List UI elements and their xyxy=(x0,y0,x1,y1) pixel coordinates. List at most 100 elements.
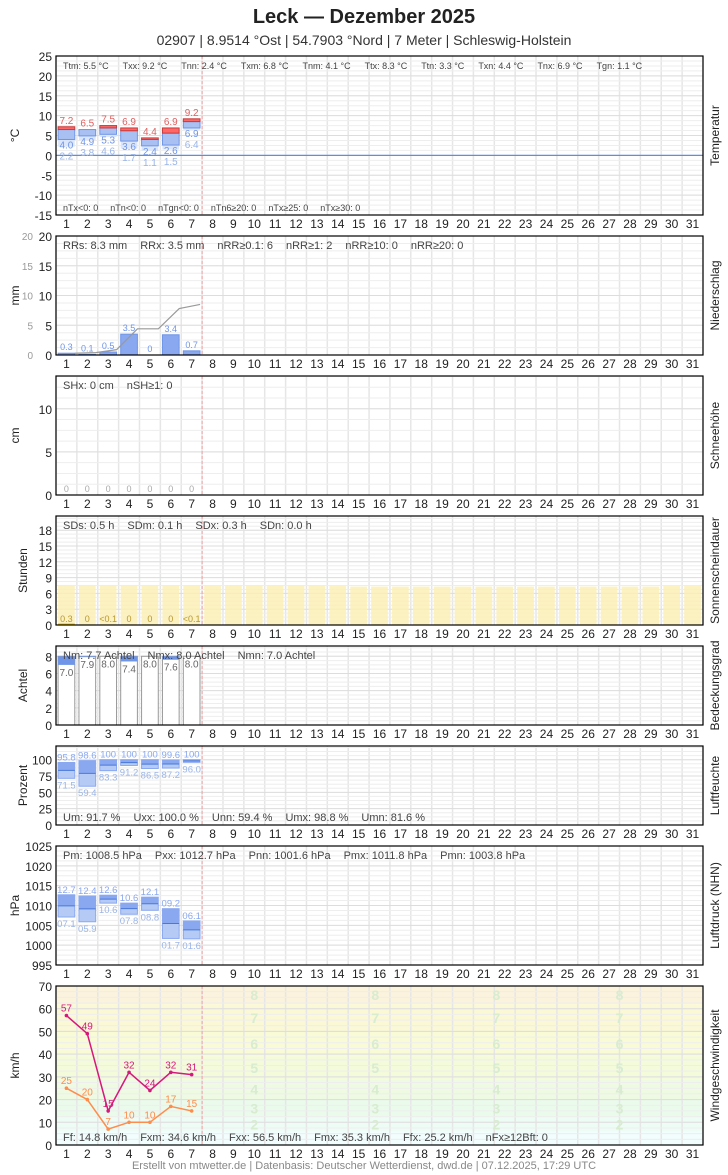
stats-text: Unn: 59.4 % xyxy=(212,812,273,824)
day-label: 20 xyxy=(456,827,470,841)
day-label: 19 xyxy=(435,1147,449,1161)
day-label: 6 xyxy=(167,1147,174,1161)
day-label: 13 xyxy=(310,627,324,641)
stats-text-bottom: nTx<0: 0 xyxy=(63,203,98,213)
day-label: 23 xyxy=(519,827,533,841)
beaufort-band xyxy=(56,1099,703,1118)
y-axis-label: mm xyxy=(8,286,22,306)
secondary-tick-label: 20 xyxy=(22,232,34,243)
possible-sunshine-bar xyxy=(78,584,96,625)
day-label: 17 xyxy=(394,827,408,841)
day-label: 27 xyxy=(602,827,616,841)
y-tick-label: 8 xyxy=(45,650,52,664)
day-label: 26 xyxy=(582,217,596,231)
y-tick-label: 5 xyxy=(45,319,52,333)
side-label: Temperatur xyxy=(708,105,722,166)
beaufort-label: 7 xyxy=(250,1010,258,1026)
stats-text-bottom: nTn<0: 0 xyxy=(110,203,146,213)
panel-cloud: 7.07.9 8.0 7.4 8.0 7.6 8.0Nm: 7.7 Achtel Nmx: … xyxy=(16,640,722,741)
day-label: 1 xyxy=(63,727,70,741)
y-tick-label: 0 xyxy=(45,1139,52,1153)
sunshine-bar xyxy=(58,623,75,625)
day-label: 13 xyxy=(310,827,324,841)
day-label: 13 xyxy=(310,497,324,511)
cloud-label: 7.9 xyxy=(80,660,94,671)
sunshine-label: 0 xyxy=(168,614,173,624)
y-axis-label: Prozent xyxy=(16,764,30,806)
day-label: 2 xyxy=(84,357,91,371)
day-label: 16 xyxy=(373,1147,387,1161)
beaufort-label: 2 xyxy=(250,1117,258,1133)
precip-label: 0 xyxy=(147,344,152,354)
min-label: 86.5 xyxy=(141,771,160,782)
stats-text: SDm: 0.1 h xyxy=(127,520,182,532)
day-label: 8 xyxy=(209,827,216,841)
wind-label-Ff: 7 xyxy=(105,1117,111,1128)
stats-text: RRx: 3.5 mm xyxy=(140,240,204,252)
y-tick-label: 1010 xyxy=(25,900,52,914)
day-label: 23 xyxy=(519,497,533,511)
stats-text: Tnn: 2.4 °C xyxy=(181,61,227,71)
beaufort-label: 6 xyxy=(616,1036,624,1052)
beaufort-label: 4 xyxy=(616,1081,624,1097)
plot-frame xyxy=(55,645,704,726)
day-label: 11 xyxy=(269,627,282,641)
day-label: 18 xyxy=(415,727,429,741)
temp-min-bar xyxy=(78,135,96,141)
beaufort-label: 6 xyxy=(492,1036,500,1052)
temp-min-bar xyxy=(141,145,159,152)
possible-sunshine-bar xyxy=(308,585,326,625)
temp-mean-bar xyxy=(78,129,97,137)
day-label: 21 xyxy=(477,217,491,231)
min-label: 05.9 xyxy=(78,924,97,935)
stats-text: SDn: 0.0 h xyxy=(260,520,312,532)
day-label: 12 xyxy=(289,727,303,741)
beaufort-band xyxy=(56,1031,703,1057)
possible-sunshine-bar xyxy=(642,586,660,625)
day-label: 4 xyxy=(126,967,133,981)
upper-range-bar xyxy=(58,762,75,771)
day-label: 25 xyxy=(561,627,575,641)
day-label: 7 xyxy=(188,497,195,511)
day-label: 19 xyxy=(435,497,449,511)
stats-text: Nmn: 7.0 Achtel xyxy=(238,650,316,662)
day-label: 4 xyxy=(126,497,133,511)
upper-range-bar xyxy=(162,908,180,924)
day-label: 24 xyxy=(540,217,554,231)
temp-max-label: 6.9 xyxy=(164,117,178,128)
stats-text: nFx≥12Bft: 0 xyxy=(486,1132,548,1144)
day-label: 19 xyxy=(435,217,449,231)
possible-sunshine-bar xyxy=(245,585,263,625)
y-tick-label: 5 xyxy=(45,446,52,460)
upper-range-bar xyxy=(183,920,201,930)
stats-text: Ttx: 8.3 °C xyxy=(365,61,408,71)
stats-text-bottom: nTgn<0: 0 xyxy=(158,203,199,213)
day-label: 4 xyxy=(126,217,133,231)
day-label: 28 xyxy=(623,497,637,511)
day-label: 16 xyxy=(373,727,387,741)
day-label: 9 xyxy=(230,627,237,641)
day-label: 8 xyxy=(209,727,216,741)
stats-text: Pnn: 1001.6 hPa xyxy=(249,850,332,862)
stats-text: Fxm: 34.6 km/h xyxy=(140,1132,216,1144)
day-label: 12 xyxy=(289,497,303,511)
wind-point-Fx xyxy=(189,1072,194,1077)
wind-point-Fx xyxy=(127,1070,131,1075)
day-label: 22 xyxy=(498,967,512,981)
y-tick-label: 25 xyxy=(39,803,53,817)
wind-label-Ff: 25 xyxy=(61,1076,73,1087)
cloud-bar xyxy=(78,656,96,658)
wind-label-Fx: 31 xyxy=(186,1063,198,1074)
day-label: 3 xyxy=(105,627,112,641)
beaufort-band xyxy=(56,1131,703,1145)
temp-mean-label: 4.0 xyxy=(59,140,73,151)
day-label: 10 xyxy=(248,827,262,841)
day-label: 21 xyxy=(477,627,491,641)
day-label: 4 xyxy=(126,727,133,741)
cloud-bar xyxy=(120,656,138,662)
day-label: 28 xyxy=(623,627,637,641)
temp-max-label: 6.5 xyxy=(80,119,94,130)
day-label: 31 xyxy=(686,967,700,981)
day-label: 22 xyxy=(498,727,512,741)
